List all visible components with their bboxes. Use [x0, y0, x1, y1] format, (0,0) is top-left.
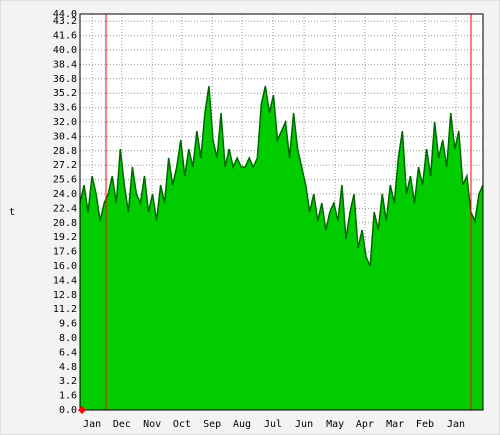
- y-tick-label: 12.8: [53, 290, 77, 301]
- y-tick-label: 40.0: [53, 45, 77, 56]
- x-tick-label: Jun: [295, 419, 313, 430]
- y-tick-label: 36.8: [53, 74, 77, 85]
- x-tick-label: Nov: [143, 419, 161, 430]
- data: [79, 85, 484, 410]
- y-axis-label: t: [9, 207, 15, 218]
- y-tick-label: 6.4: [59, 347, 77, 358]
- y-tick-label: 32.0: [53, 117, 77, 128]
- y-tick-label: 27.2: [53, 160, 77, 171]
- line: [79, 85, 484, 267]
- x-tick-label: Oct: [173, 419, 191, 430]
- area: [80, 86, 483, 410]
- y-tick-label: 17.6: [53, 247, 77, 258]
- x-tick-label: Feb: [416, 419, 434, 430]
- y-tick-label: 43.2: [53, 16, 77, 27]
- plot-frame: [79, 13, 484, 411]
- y-tick-label: 38.4: [53, 59, 77, 70]
- x-tick-label: Sep: [203, 419, 221, 430]
- y-tick-label: 20.8: [53, 218, 77, 229]
- y-tick-label: 9.6: [59, 319, 77, 330]
- y-tick-label: 22.4: [53, 203, 77, 214]
- y-tick-label: 30.4: [53, 131, 77, 142]
- x-tick-label: Jul: [264, 419, 282, 430]
- y-tick-label: 0.0: [59, 405, 77, 416]
- y-tick-label: 16.0: [53, 261, 77, 272]
- x-tick-label: Apr: [356, 419, 374, 430]
- y-tick-label: 4.8: [59, 362, 77, 373]
- y-tick-label: 41.6: [53, 31, 77, 42]
- y-tick-label: 8.0: [59, 333, 77, 344]
- y-tick-label: 3.2: [59, 376, 77, 387]
- x-tick-label: May: [326, 419, 344, 430]
- x-tick-label: Jan: [83, 419, 101, 430]
- x-tick-label: Aug: [233, 419, 251, 430]
- x-tick-label: Jan: [447, 419, 465, 430]
- y-tick-label: 35.2: [53, 88, 77, 99]
- x-tick-label: Dec: [113, 419, 131, 430]
- x-tick-label: Mar: [386, 419, 404, 430]
- y-tick-label: 44.0: [53, 9, 77, 20]
- y-tick-label: 19.2: [53, 232, 77, 243]
- y-tick-label: 28.8: [53, 146, 77, 157]
- y-tick-label: 33.6: [53, 103, 77, 114]
- y-tick-label: 24.0: [53, 189, 77, 200]
- y-tick-label: 14.4: [53, 275, 77, 286]
- y-tick-label: 11.2: [53, 304, 77, 315]
- y-tick-label: 25.6: [53, 175, 77, 186]
- origin-marker: [78, 406, 86, 414]
- y-tick-label: 1.6: [59, 391, 77, 402]
